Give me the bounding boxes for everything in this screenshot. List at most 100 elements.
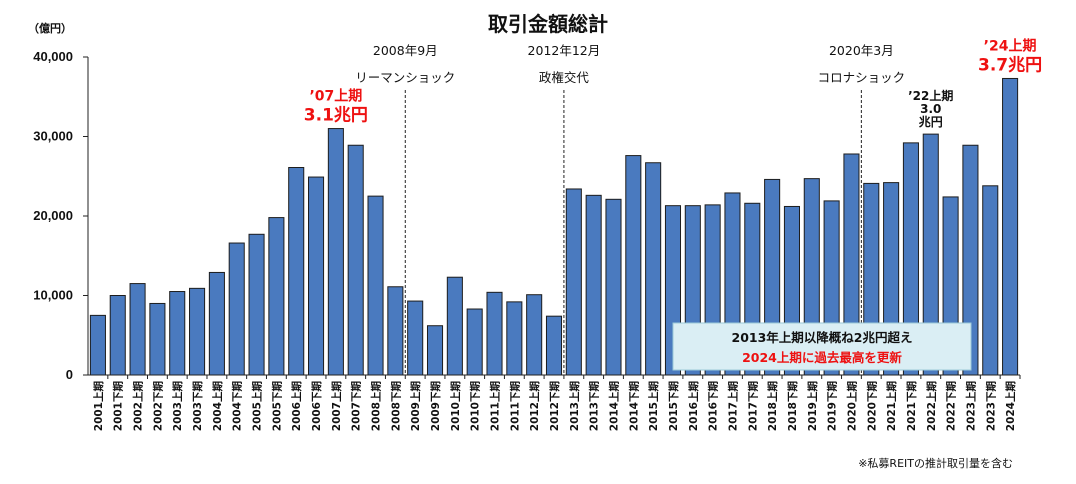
y-tick-label: 0: [66, 367, 73, 382]
x-tick-label: 2008下期: [389, 381, 402, 431]
bar-2024上期: [1002, 77, 1019, 376]
x-tick-label: 2021下期: [905, 381, 918, 431]
bar-2007下期: [347, 144, 364, 376]
x-tick-label: 2005下期: [270, 381, 283, 431]
bar-2006下期: [308, 176, 325, 376]
event-date: 2020年3月: [829, 43, 894, 58]
bar-2007上期: [327, 128, 344, 376]
x-tick-label: 2018上期: [766, 381, 779, 431]
x-tick-label: 2017上期: [726, 381, 739, 431]
bar-2012上期: [526, 294, 543, 376]
x-tick-label: 2011上期: [489, 381, 502, 431]
bar-2014下期: [625, 155, 642, 376]
callout-box: 2013年上期以降概ね2兆円超え 2024上期に過去最高を更新: [672, 322, 972, 371]
callout-line2: 2024上期に過去最高を更新: [742, 350, 902, 365]
x-tick-label: 2018下期: [786, 381, 799, 431]
peak-annotation-text: 3.7兆円: [978, 55, 1042, 75]
x-tick-label: 2004上期: [211, 381, 224, 431]
x-tick-label: 2020下期: [865, 381, 878, 431]
x-tick-label: 2015下期: [667, 381, 680, 431]
x-tick-label: 2006上期: [290, 381, 303, 431]
bar-2011上期: [486, 291, 503, 376]
x-tick-label: 2008上期: [370, 381, 383, 431]
x-tick-label: 2001下期: [112, 381, 125, 431]
bar-2011下期: [506, 301, 523, 376]
bar-2003下期: [189, 287, 206, 376]
x-tick-label: 2014下期: [627, 381, 640, 431]
bar-2002上期: [129, 283, 146, 376]
x-tick-label: 2010上期: [449, 381, 462, 431]
bar-2009上期: [407, 300, 424, 376]
x-tick-label: 2002下期: [151, 381, 164, 431]
y-axis-unit: （億円）: [28, 21, 72, 35]
peak-annotation-text: ’24上期: [984, 38, 1037, 54]
x-tick-label: 2023下期: [984, 381, 997, 431]
x-tick-label: 2021上期: [885, 381, 898, 431]
x-tick-label: 2007上期: [330, 381, 343, 431]
x-tick-label: 2011下期: [508, 381, 521, 431]
bar-2012下期: [545, 315, 563, 376]
event-date: 2012年12月: [528, 43, 601, 58]
x-tick-label: 2002上期: [132, 381, 145, 431]
x-tick-label: 2003下期: [191, 381, 204, 431]
x-axis-ticks: 2001上期 2001下期 2002上期 2002下期 2003上期 2003下期 2004…: [92, 375, 1021, 431]
y-axis-ticks: 0 10,000 20,000 30,000 40,000: [33, 49, 88, 382]
peak-annotation-text: 3.0: [920, 102, 941, 116]
bar-2008下期: [387, 286, 404, 376]
x-tick-label: 2013上期: [568, 381, 581, 431]
bar-2010上期: [446, 276, 463, 376]
bar-2010下期: [466, 308, 483, 376]
x-tick-label: 2001上期: [92, 381, 105, 431]
bar-2003上期: [169, 291, 186, 376]
footnote: ※私募REITの推計取引量を含む: [858, 456, 1013, 470]
x-tick-label: 2014上期: [607, 381, 620, 431]
x-tick-label: 2009上期: [409, 381, 422, 431]
event-label: リーマンショック: [355, 70, 455, 85]
y-tick-label: 30,000: [33, 129, 73, 144]
bar-2014上期: [605, 198, 622, 376]
bar-2004上期: [208, 271, 225, 376]
x-tick-label: 2020上期: [845, 381, 858, 431]
peak-annotation-text: 3.1兆円: [304, 106, 368, 126]
chart-title: 取引金額総計: [488, 12, 608, 36]
x-tick-label: 2017下期: [746, 381, 759, 431]
x-tick-label: 2019上期: [806, 381, 819, 431]
x-tick-label: 2015上期: [647, 381, 660, 431]
bar-2013下期: [585, 194, 602, 376]
x-tick-label: 2023上期: [964, 381, 977, 431]
event-date: 2008年9月: [373, 43, 438, 58]
x-tick-label: 2003上期: [171, 381, 184, 431]
bar-2002下期: [149, 302, 166, 376]
bar-2006上期: [288, 167, 305, 376]
x-tick-label: 2004下期: [231, 381, 244, 431]
peak-annotation-text: ’22上期: [908, 88, 953, 103]
x-tick-label: 2022下期: [945, 381, 958, 431]
bar-2008上期: [367, 195, 384, 376]
event-label: コロナショック: [818, 70, 906, 85]
x-tick-label: 2006下期: [310, 381, 323, 431]
bar-2009下期: [426, 325, 444, 376]
bar-2004下期: [228, 242, 245, 376]
y-tick-label: 20,000: [33, 208, 73, 223]
x-tick-label: 2016下期: [707, 381, 720, 431]
event-label: 政権交代: [539, 70, 590, 85]
bar-2015上期: [645, 162, 662, 376]
callout-line1: 2013年上期以降概ね2兆円超え: [732, 330, 913, 345]
bar-2001上期: [89, 314, 106, 376]
bar-2001下期: [109, 295, 126, 376]
x-tick-label: 2022上期: [925, 381, 938, 431]
bar-2005上期: [248, 233, 265, 376]
x-tick-label: 2013下期: [588, 381, 601, 431]
bar-2005下期: [268, 217, 285, 376]
callout-background: [672, 322, 972, 371]
x-tick-label: 2007下期: [350, 381, 363, 431]
bar-2023下期: [982, 185, 999, 376]
y-tick-label: 40,000: [33, 49, 73, 64]
bar-2013上期: [565, 188, 582, 376]
peak-annotation-text: 兆円: [919, 114, 943, 129]
y-tick-label: 10,000: [33, 288, 73, 303]
x-tick-label: 2010下期: [469, 381, 482, 431]
